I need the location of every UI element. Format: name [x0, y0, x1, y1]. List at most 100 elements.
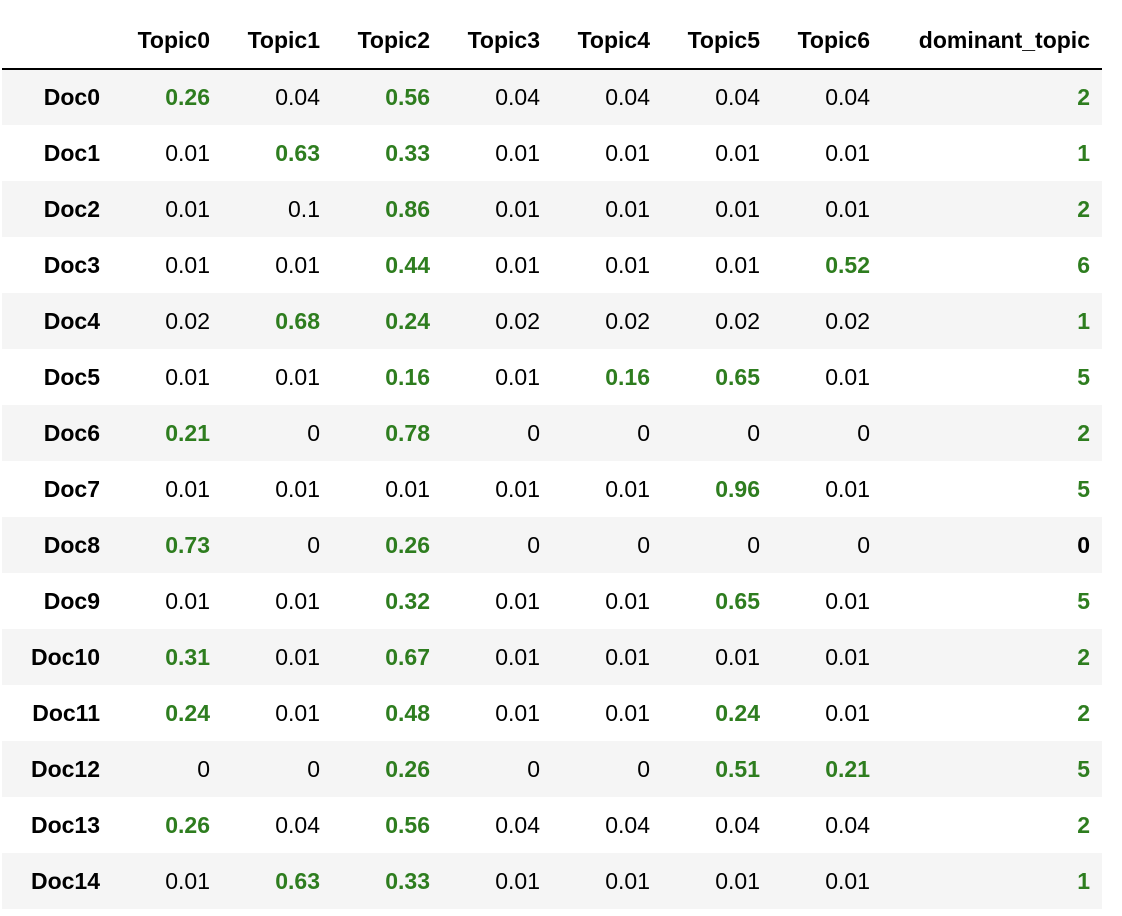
cell-topic6: 0.01: [825, 643, 870, 670]
cell-topic5: 0.01: [715, 643, 760, 670]
table-row: Doc13 0.26 0.04 0.56 0.04 0.04 0.04 0.04 2: [2, 797, 1102, 853]
row-label: Doc5: [43, 363, 100, 390]
cell-topic2: 0.48: [385, 699, 430, 726]
table-row: Doc14 0.01 0.63 0.33 0.01 0.01 0.01 0.01 1: [2, 853, 1102, 909]
row-label: Doc2: [43, 195, 100, 222]
cell-topic1: 0.01: [275, 251, 320, 278]
cell-topic2: 0.86: [385, 195, 430, 222]
cell-topic2: 0.32: [385, 587, 430, 614]
cell-dominant-topic: 1: [1077, 139, 1090, 166]
cell-topic5: 0.96: [715, 475, 760, 502]
table-row: Doc4 0.02 0.68 0.24 0.02 0.02 0.02 0.02 1: [2, 293, 1102, 349]
cell-topic3: 0.01: [495, 475, 540, 502]
cell-topic5: 0.51: [715, 755, 760, 782]
cell-topic1: 0.01: [275, 587, 320, 614]
cell-topic2: 0.01: [385, 475, 430, 502]
table-row: Doc3 0.01 0.01 0.44 0.01 0.01 0.01 0.52 6: [2, 237, 1102, 293]
row-label: Doc3: [43, 251, 100, 278]
cell-topic5: 0.01: [715, 251, 760, 278]
cell-topic4: 0: [637, 755, 650, 782]
column-header-topic2: Topic2: [332, 12, 442, 70]
cell-dominant-topic: 1: [1077, 867, 1090, 894]
cell-topic6: 0.01: [825, 139, 870, 166]
cell-topic6: 0.01: [825, 699, 870, 726]
cell-topic2: 0.78: [385, 419, 430, 446]
cell-topic3: 0: [527, 419, 540, 446]
cell-topic3: 0.01: [495, 139, 540, 166]
cell-dominant-topic: 1: [1077, 307, 1090, 334]
column-header-topic1: Topic1: [222, 12, 332, 70]
cell-topic2: 0.24: [385, 307, 430, 334]
cell-topic3: 0.04: [495, 84, 540, 110]
index-header: [2, 12, 112, 70]
cell-topic0: 0.24: [165, 699, 210, 726]
cell-topic6: 0.01: [825, 587, 870, 614]
cell-topic6: 0.02: [825, 307, 870, 334]
cell-topic6: 0.04: [825, 84, 870, 110]
cell-dominant-topic: 2: [1077, 84, 1090, 110]
cell-topic4: 0.02: [605, 307, 650, 334]
cell-dominant-topic: 2: [1077, 699, 1090, 726]
column-header-topic4: Topic4: [552, 12, 662, 70]
cell-topic5: 0.04: [715, 811, 760, 838]
cell-topic0: 0.01: [165, 195, 210, 222]
table-row: Doc10 0.31 0.01 0.67 0.01 0.01 0.01 0.01 2: [2, 629, 1102, 685]
cell-topic5: 0.01: [715, 139, 760, 166]
cell-topic5: 0.65: [715, 587, 760, 614]
topic-distribution-table: Topic0 Topic1 Topic2 Topic3 Topic4 Topic…: [2, 12, 1102, 909]
row-label: Doc6: [43, 419, 100, 446]
cell-topic1: 0: [307, 755, 320, 782]
cell-topic6: 0.01: [825, 363, 870, 390]
cell-topic0: 0.21: [165, 419, 210, 446]
cell-topic0: 0.31: [165, 643, 210, 670]
cell-topic6: 0: [857, 531, 870, 558]
cell-topic0: 0.01: [165, 139, 210, 166]
cell-topic1: 0: [307, 531, 320, 558]
row-label: Doc11: [32, 699, 100, 726]
cell-topic5: 0.65: [715, 363, 760, 390]
header-row: Topic0 Topic1 Topic2 Topic3 Topic4 Topic…: [2, 12, 1102, 70]
cell-dominant-topic: 2: [1077, 195, 1090, 222]
cell-topic1: 0.63: [275, 139, 320, 166]
column-header-topic0: Topic0: [112, 12, 222, 70]
table-row: Doc2 0.01 0.1 0.86 0.01 0.01 0.01 0.01 2: [2, 181, 1102, 237]
cell-topic0: 0.01: [165, 587, 210, 614]
table-row: Doc5 0.01 0.01 0.16 0.01 0.16 0.65 0.01 5: [2, 349, 1102, 405]
column-header-dominant-topic: dominant_topic: [882, 12, 1102, 70]
cell-topic5: 0: [747, 419, 760, 446]
row-label: Doc9: [43, 587, 100, 614]
row-label: Doc12: [30, 755, 100, 782]
cell-topic1: 0.01: [275, 475, 320, 502]
cell-topic3: 0.02: [495, 307, 540, 334]
cell-dominant-topic: 2: [1077, 811, 1090, 838]
column-header-topic6: Topic6: [772, 12, 882, 70]
cell-topic1: 0.1: [288, 195, 320, 222]
cell-dominant-topic: 2: [1077, 643, 1090, 670]
cell-topic3: 0.01: [495, 195, 540, 222]
cell-topic0: 0.02: [165, 307, 210, 334]
cell-dominant-topic: 0: [1077, 531, 1090, 558]
cell-topic2: 0.67: [385, 643, 430, 670]
cell-topic0: 0.26: [165, 811, 210, 838]
cell-dominant-topic: 5: [1077, 363, 1090, 390]
row-label: Doc0: [43, 84, 100, 110]
cell-topic3: 0.04: [495, 811, 540, 838]
table-row: Doc0 0.26 0.04 0.56 0.04 0.04 0.04 0.04 2: [2, 69, 1102, 125]
table-row: Doc6 0.21 0 0.78 0 0 0 0 2: [2, 405, 1102, 461]
cell-topic6: 0: [857, 419, 870, 446]
table-row: Doc8 0.73 0 0.26 0 0 0 0 0: [2, 517, 1102, 573]
cell-topic5: 0.01: [715, 867, 760, 894]
cell-topic5: 0: [747, 531, 760, 558]
row-label: Doc4: [43, 307, 100, 334]
table-row: Doc1 0.01 0.63 0.33 0.01 0.01 0.01 0.01 1: [2, 125, 1102, 181]
cell-topic5: 0.24: [715, 699, 760, 726]
table-row: Doc9 0.01 0.01 0.32 0.01 0.01 0.65 0.01 5: [2, 573, 1102, 629]
cell-dominant-topic: 2: [1077, 419, 1090, 446]
cell-topic4: 0.04: [605, 84, 650, 110]
cell-topic2: 0.26: [385, 531, 430, 558]
cell-topic3: 0.01: [495, 587, 540, 614]
row-label: Doc10: [30, 643, 100, 670]
cell-topic3: 0.01: [495, 867, 540, 894]
cell-dominant-topic: 6: [1077, 251, 1090, 278]
cell-topic6: 0.01: [825, 867, 870, 894]
